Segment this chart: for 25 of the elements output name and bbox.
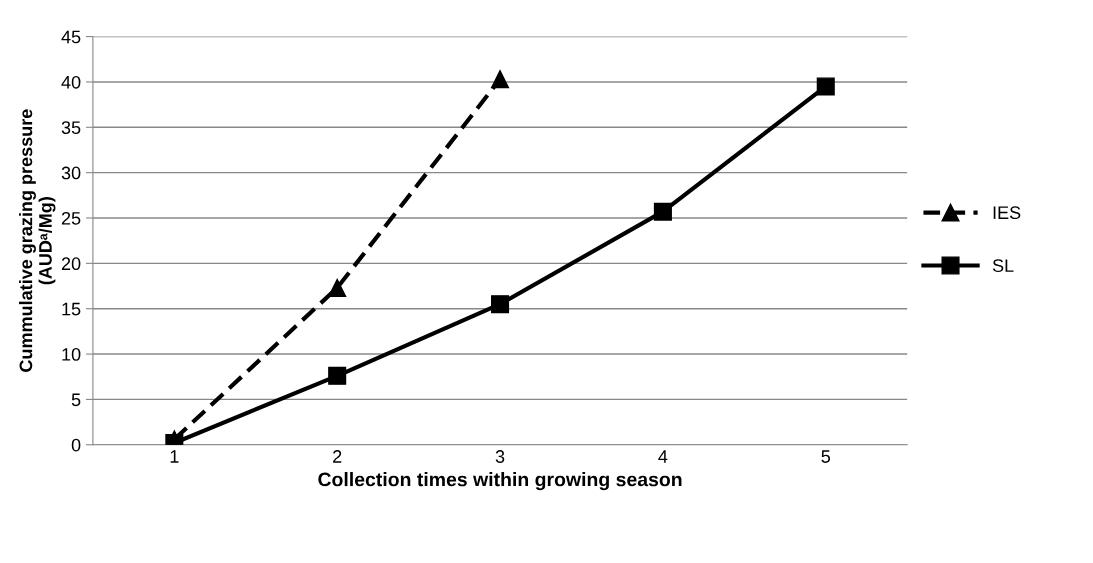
point: [491, 295, 510, 314]
point: [328, 278, 347, 297]
y-tick-label: 45: [61, 30, 81, 44]
x-tick-label: 5: [821, 450, 831, 463]
x-tick-label: 4: [658, 450, 668, 463]
y-tick-label: 40: [61, 75, 81, 89]
legend-label: IES: [993, 206, 1021, 220]
y-tick-label: 15: [62, 302, 81, 316]
y-tick-label: 20: [61, 257, 81, 271]
y-tick-label: 30: [61, 166, 81, 180]
x-axis-title: Collection times within growing season: [318, 472, 682, 491]
x-tick-label: 1: [170, 450, 179, 463]
y-tick-label: 25: [61, 211, 81, 225]
legend-label: SL: [992, 259, 1014, 272]
y-tick-label: 10: [62, 348, 81, 361]
point: [328, 366, 347, 385]
y-tick-label: 5: [71, 393, 81, 407]
point: [653, 202, 672, 221]
x-tick-label: 2: [333, 450, 342, 463]
y-tick-label: 0: [71, 438, 81, 452]
point: [491, 70, 510, 89]
y-axis-title: Cummulative grazing pressure (AUDᵃ/Mg): [19, 109, 56, 372]
y-tick-label: 35: [61, 121, 81, 135]
x-tick-label: 3: [495, 450, 505, 463]
point: [816, 77, 835, 96]
